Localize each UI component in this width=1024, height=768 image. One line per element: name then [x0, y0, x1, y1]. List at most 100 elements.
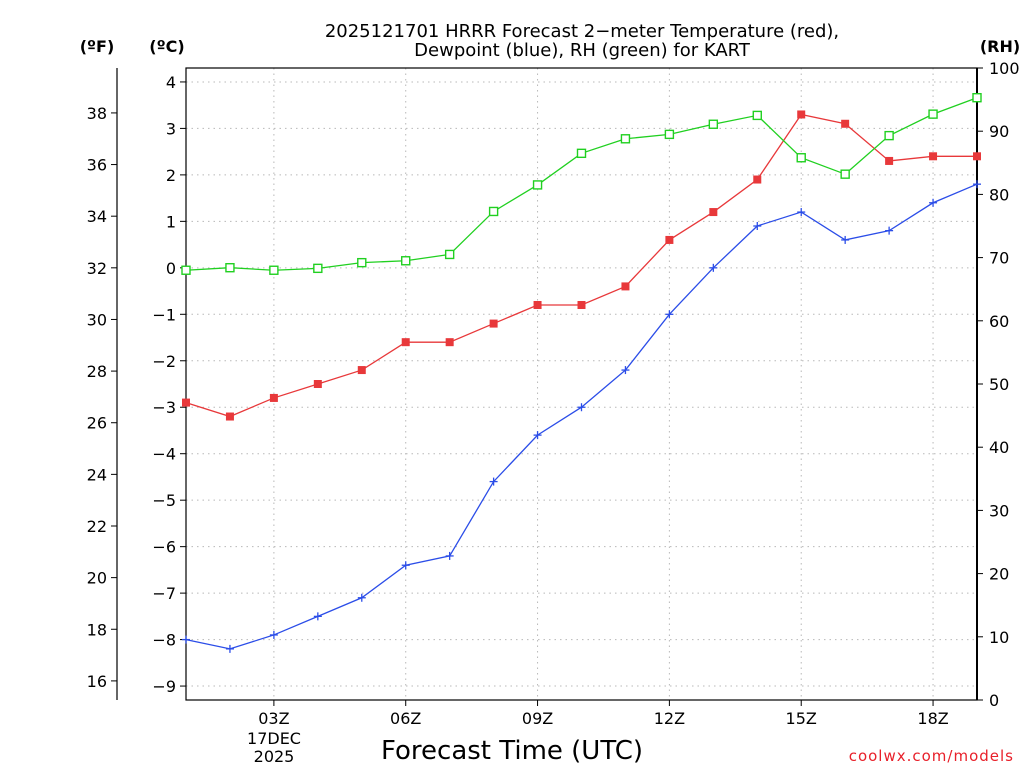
celsius-tick-label: −2	[152, 352, 176, 371]
series-line	[185, 97, 978, 271]
fahrenheit-tick-label: 32	[87, 259, 107, 278]
data-point-dewpoint	[929, 198, 938, 207]
data-point-temperature	[621, 282, 630, 291]
x-tick-label: 09Z	[522, 709, 553, 728]
data-point-rh	[752, 110, 762, 121]
data-point-temperature	[357, 366, 366, 375]
celsius-tick-label: −8	[152, 631, 176, 650]
fahrenheit-tick-label: 22	[87, 517, 107, 536]
data-point-temperature	[269, 393, 278, 402]
data-point-dewpoint	[313, 612, 322, 621]
chart-title: 2025121701 HRRR Forecast 2−meter Tempera…	[325, 21, 839, 61]
fahrenheit-tick-label: 30	[87, 310, 107, 329]
data-point-dewpoint	[709, 263, 718, 272]
celsius-tick-label: 3	[166, 119, 176, 138]
celsius-tick-label: 4	[166, 73, 176, 92]
chart-title-line-2: Dewpoint (blue), RH (green) for KART	[414, 40, 751, 61]
fahrenheit-unit-label: (ºF)	[80, 37, 115, 56]
data-point-rh	[928, 109, 938, 119]
fahrenheit-tick-label: 20	[87, 569, 107, 588]
data-point-rh	[532, 180, 543, 190]
x-tick-label: 15Z	[786, 709, 817, 728]
data-point-dewpoint	[445, 551, 454, 560]
celsius-unit-label: (ºC)	[149, 37, 184, 56]
fahrenheit-tick-label: 24	[87, 465, 107, 484]
rh-tick-label: 40	[989, 438, 1009, 457]
data-point-dewpoint	[225, 644, 234, 653]
data-point-rh	[401, 256, 411, 266]
rh-tick-label: 30	[989, 501, 1009, 520]
x-tick-label: 06Z	[390, 709, 421, 728]
x-tick-label: 03Z	[258, 709, 289, 728]
celsius-tick-label: 0	[166, 259, 176, 278]
data-point-rh	[620, 134, 631, 144]
series-temperature	[182, 110, 981, 421]
data-point-temperature	[885, 156, 894, 165]
chart-title-line-1: 2025121701 HRRR Forecast 2−meter Tempera…	[325, 21, 839, 42]
rh-tick-label: 90	[989, 122, 1009, 141]
rh-tick-label: 100	[989, 59, 1020, 78]
celsius-tick-label: 1	[166, 212, 176, 231]
rh-tick-label: 50	[989, 375, 1009, 394]
celsius-tick-label: −9	[152, 677, 176, 696]
data-point-temperature	[665, 235, 674, 244]
celsius-tick-label: −1	[152, 305, 176, 324]
series-relative-humidity	[181, 93, 982, 275]
data-series	[181, 93, 982, 653]
data-point-rh	[357, 257, 367, 268]
data-point-rh	[488, 206, 499, 217]
series-line	[185, 113, 977, 418]
data-point-rh	[181, 265, 191, 275]
date-label-year: 2025	[254, 747, 295, 766]
data-point-dewpoint	[401, 561, 410, 570]
fahrenheit-tick-label: 18	[87, 620, 107, 639]
data-point-rh	[444, 249, 455, 260]
fahrenheit-tick-label: 34	[87, 207, 107, 226]
rh-tick-label: 60	[989, 312, 1009, 331]
data-point-dewpoint	[269, 630, 278, 639]
rh-tick-label: 80	[989, 185, 1009, 204]
data-point-temperature	[445, 338, 454, 347]
data-point-temperature	[533, 301, 542, 309]
data-point-dewpoint	[357, 593, 366, 602]
data-point-dewpoint	[973, 180, 981, 189]
data-point-dewpoint	[621, 366, 630, 375]
celsius-tick-label: −7	[152, 584, 176, 603]
data-point-dewpoint	[797, 208, 806, 217]
data-point-temperature	[313, 380, 322, 388]
credit-link[interactable]: coolwx.com/models	[849, 747, 1014, 765]
data-point-rh	[840, 169, 850, 179]
data-point-rh	[664, 129, 675, 140]
fahrenheit-tick-label: 16	[87, 672, 107, 691]
data-point-dewpoint	[182, 635, 190, 644]
fahrenheit-tick-label: 38	[87, 104, 107, 123]
x-tick-label: 18Z	[917, 709, 948, 728]
data-point-temperature	[929, 152, 938, 161]
data-point-dewpoint	[533, 431, 542, 440]
date-label-day: 17DEC	[247, 729, 301, 748]
data-point-dewpoint	[577, 403, 586, 412]
celsius-tick-label: −4	[152, 445, 176, 464]
series-dewpoint	[182, 180, 981, 653]
data-point-dewpoint	[841, 235, 850, 244]
data-point-dewpoint	[885, 226, 894, 235]
rh-tick-label: 0	[989, 691, 999, 710]
rh-tick-label: 10	[989, 628, 1009, 647]
fahrenheit-tick-label: 36	[87, 156, 107, 175]
data-point-rh	[972, 93, 982, 103]
celsius-tick-label: −3	[152, 398, 176, 417]
data-point-temperature	[973, 152, 981, 161]
data-point-rh	[313, 263, 323, 274]
fahrenheit-tick-label: 26	[87, 414, 107, 433]
data-point-temperature	[841, 119, 850, 128]
data-point-rh	[576, 148, 587, 159]
data-point-rh	[796, 153, 806, 163]
gridlines	[186, 68, 977, 700]
data-point-temperature	[489, 319, 498, 328]
data-point-temperature	[225, 412, 234, 421]
x-tick-label: 12Z	[654, 709, 685, 728]
axes	[111, 67, 983, 706]
data-point-rh	[225, 263, 235, 273]
data-point-temperature	[753, 175, 762, 184]
